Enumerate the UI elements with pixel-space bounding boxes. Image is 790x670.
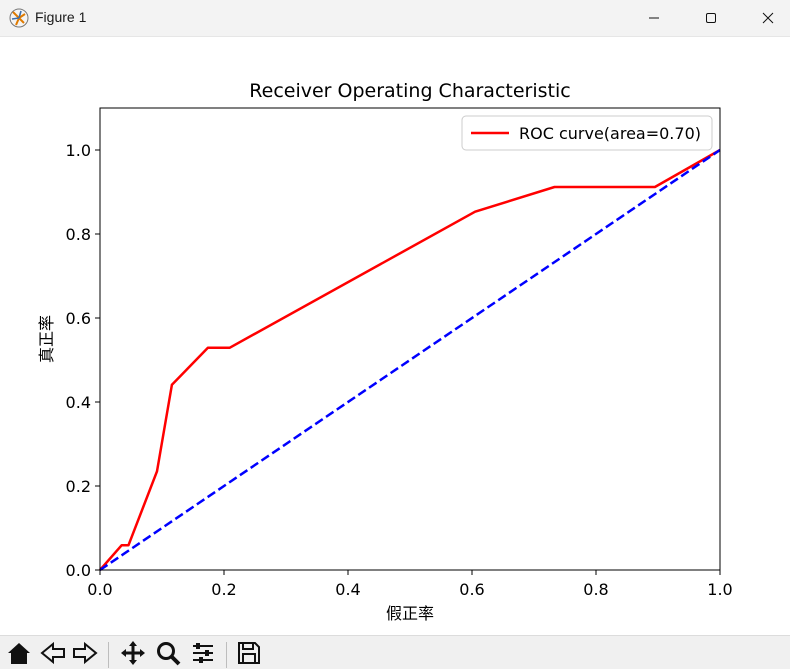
- save-icon: [238, 642, 260, 664]
- minimize-icon: [649, 17, 659, 19]
- save-button[interactable]: [234, 640, 264, 670]
- series-layer: [99, 148, 721, 572]
- x-tick-label: 1.0: [707, 580, 732, 599]
- y-tick-label: 0.2: [66, 477, 91, 496]
- toolbar-separator: [108, 642, 109, 668]
- pan-icon: [121, 641, 145, 665]
- y-tick-label: 0.8: [66, 225, 91, 244]
- x-tick-label: 0.8: [583, 580, 608, 599]
- home-icon: [8, 643, 30, 664]
- matplotlib-app-icon: [9, 8, 29, 28]
- window-title: Figure 1: [35, 9, 87, 25]
- home-button[interactable]: [4, 640, 34, 670]
- y-tick-label: 0.4: [66, 393, 91, 412]
- chart-title: Receiver Operating Characteristic: [249, 80, 570, 102]
- back-icon: [40, 641, 65, 665]
- chance-diagonal-line: [99, 148, 721, 572]
- y-axis: 0.0 0.2 0.4 0.6 0.8 1.0: [66, 141, 100, 580]
- minimize-button[interactable]: [631, 0, 677, 36]
- y-tick-label: 1.0: [66, 141, 91, 160]
- forward-icon: [73, 641, 98, 665]
- configure-subplots-button[interactable]: [188, 640, 218, 670]
- x-tick-label: 0.4: [335, 580, 360, 599]
- y-axis-label: 真正率: [37, 315, 56, 363]
- close-button[interactable]: [745, 0, 790, 36]
- close-icon: [762, 12, 774, 24]
- legend-box: [461, 115, 713, 151]
- y-tick-label: 0.0: [66, 561, 91, 580]
- navigation-toolbar: [0, 635, 790, 669]
- pan-button[interactable]: [118, 640, 148, 670]
- forward-button[interactable]: [70, 640, 100, 670]
- zoom-button[interactable]: [153, 640, 183, 670]
- zoom-icon: [157, 642, 181, 666]
- back-button[interactable]: [38, 640, 68, 670]
- y-tick-label: 0.6: [66, 309, 91, 328]
- configure-subplots-icon: [193, 643, 213, 663]
- x-axis-label: 假正率: [386, 604, 434, 623]
- axes-frame: [99, 107, 721, 571]
- x-tick-label: 0.0: [87, 580, 112, 599]
- x-tick-label: 0.2: [211, 580, 236, 599]
- maximize-button[interactable]: [688, 0, 734, 36]
- legend-label: ROC curve(area=0.70): [519, 124, 701, 143]
- roc-curve-line: [99, 148, 721, 571]
- maximize-icon: [706, 13, 716, 23]
- toolbar-separator: [226, 642, 227, 668]
- x-axis: 0.0 0.2 0.4 0.6 0.8 1.0: [87, 570, 733, 599]
- figure-canvas: Receiver Operating Characteristic 0.0 0.2…: [0, 37, 790, 635]
- legend: ROC curve(area=0.70): [461, 115, 713, 151]
- x-tick-label: 0.6: [459, 580, 484, 599]
- title-bar: Figure 1: [0, 0, 790, 37]
- roc-chart: Receiver Operating Characteristic 0.0 0.2…: [37, 80, 733, 623]
